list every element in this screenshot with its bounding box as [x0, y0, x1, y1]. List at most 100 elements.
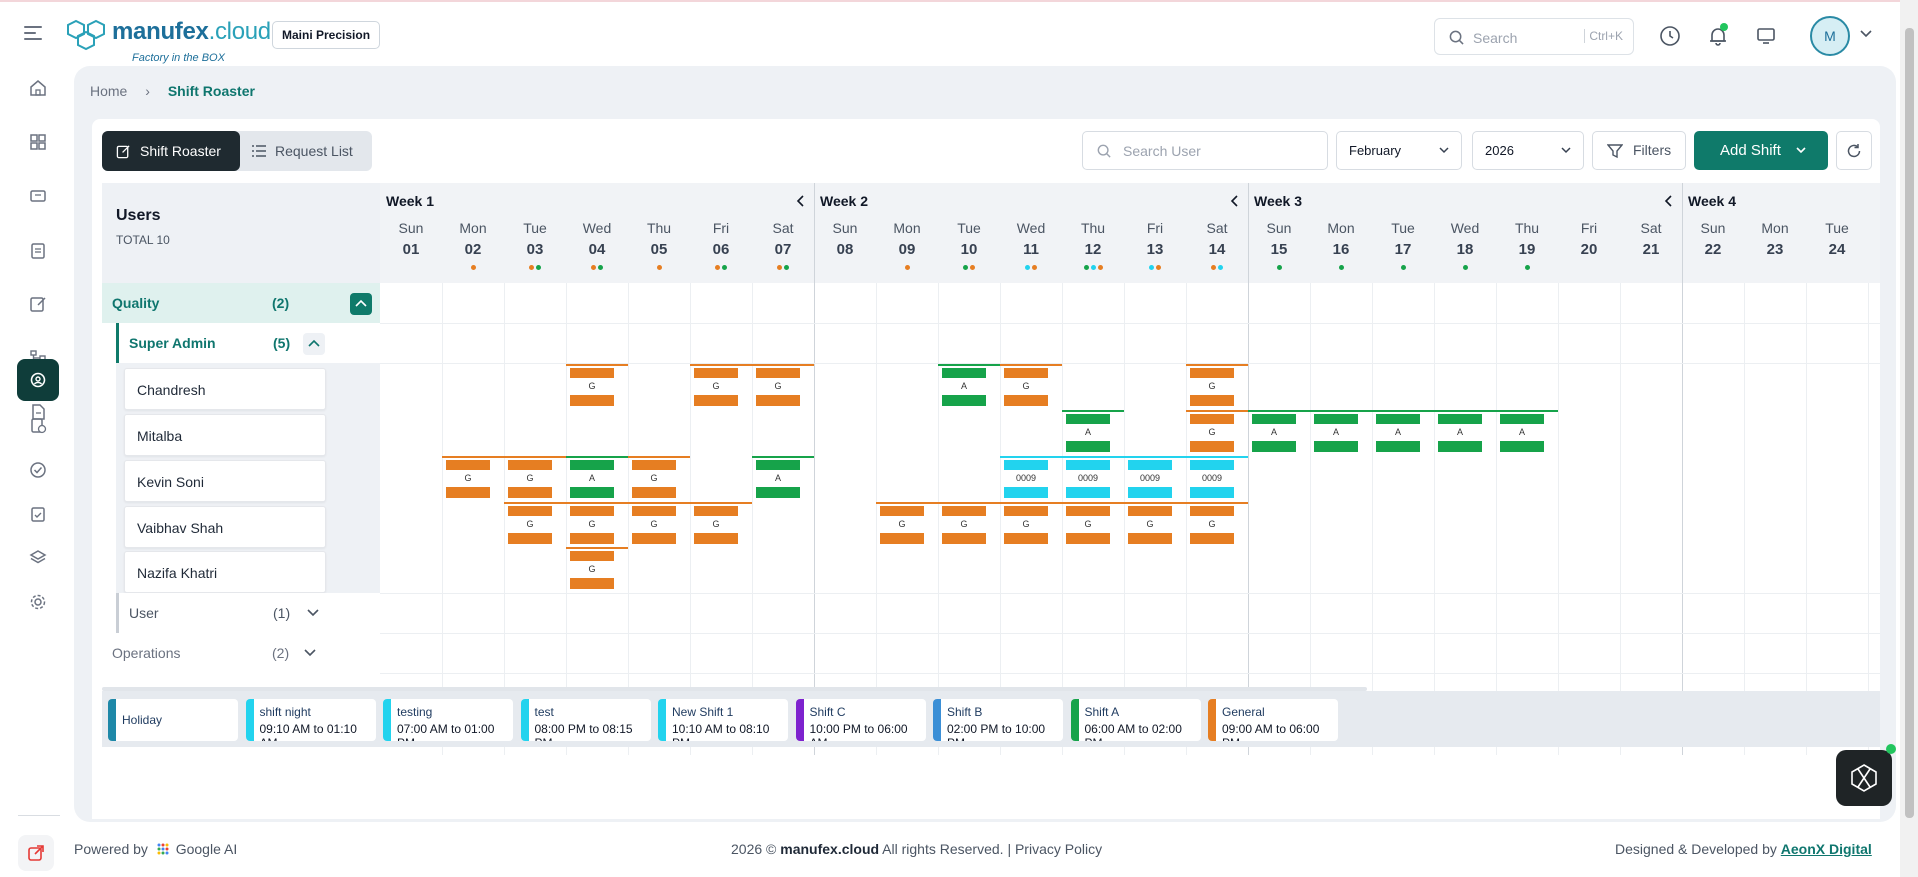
shift-block[interactable]: G: [508, 460, 552, 498]
day-number[interactable]: 07: [774, 241, 792, 258]
history-clock-icon[interactable]: [1659, 25, 1681, 47]
sidebar-clipboard-icon[interactable]: [17, 229, 59, 271]
day-number[interactable]: 19: [1518, 241, 1536, 258]
assistant-chat-button[interactable]: [1836, 744, 1896, 806]
chevron-down-icon[interactable]: [304, 649, 316, 657]
legend-item[interactable]: Holiday: [108, 699, 238, 741]
day-number[interactable]: 04: [588, 241, 606, 258]
user-row-nazifa-khatri[interactable]: Nazifa Khatri: [124, 551, 326, 593]
shift-block[interactable]: G: [508, 506, 552, 544]
day-number[interactable]: 24: [1828, 241, 1846, 258]
shift-block[interactable]: G: [632, 460, 676, 498]
shift-block[interactable]: 0009: [1004, 460, 1048, 498]
organization-badge[interactable]: Maini Precision: [272, 21, 381, 49]
hamburger-menu-icon[interactable]: [24, 26, 42, 40]
day-number[interactable]: 21: [1642, 241, 1660, 258]
day-number[interactable]: 15: [1270, 241, 1288, 258]
shift-block[interactable]: G: [1190, 506, 1234, 544]
day-number[interactable]: 20: [1580, 241, 1598, 258]
collapse-super-admin-button[interactable]: [303, 333, 325, 355]
collapse-quality-button[interactable]: [350, 293, 372, 315]
shift-block[interactable]: 0009: [1066, 460, 1110, 498]
day-number[interactable]: 12: [1084, 241, 1102, 258]
sidebar-check-circle-icon[interactable]: [17, 449, 59, 491]
horizontal-scrollbar[interactable]: [102, 687, 1367, 691]
sidebar-settings-gear-icon[interactable]: [17, 581, 59, 623]
page-scrollbar-thumb[interactable]: [1905, 28, 1914, 818]
day-number[interactable]: 17: [1394, 241, 1412, 258]
legend-item[interactable]: shift night 09:10 AM to 01:10 AM: [245, 699, 376, 741]
day-number[interactable]: 09: [898, 241, 916, 258]
week-prev-chevron-icon[interactable]: [796, 195, 804, 207]
day-number[interactable]: 06: [712, 241, 730, 258]
day-number[interactable]: 23: [1766, 241, 1784, 258]
shift-block[interactable]: G: [570, 368, 614, 406]
day-number[interactable]: 01: [402, 241, 420, 258]
shift-block[interactable]: A: [1252, 414, 1296, 452]
legend-item[interactable]: test 08:00 PM to 08:15 PM: [520, 699, 651, 741]
legend-item[interactable]: Shift C 10:00 PM to 06:00 AM: [795, 699, 926, 741]
shift-block[interactable]: A: [942, 368, 986, 406]
group-row-operations[interactable]: Operations (2): [102, 633, 380, 673]
shift-block[interactable]: 0009: [1128, 460, 1172, 498]
day-number[interactable]: 02: [464, 241, 482, 258]
year-select[interactable]: 2026: [1472, 131, 1584, 170]
user-row-vaibhav-shah[interactable]: Vaibhav Shah: [124, 506, 326, 548]
page-scrollbar[interactable]: [1900, 0, 1918, 877]
sidebar-edit-icon[interactable]: [17, 283, 59, 325]
shift-block[interactable]: A: [1438, 414, 1482, 452]
user-avatar[interactable]: M: [1810, 16, 1850, 56]
shift-block[interactable]: A: [1500, 414, 1544, 452]
refresh-button[interactable]: [1836, 131, 1872, 170]
shift-block[interactable]: G: [1190, 414, 1234, 452]
shift-block[interactable]: G: [1066, 506, 1110, 544]
shift-block[interactable]: A: [1376, 414, 1420, 452]
external-link-icon[interactable]: [18, 835, 54, 871]
add-shift-button[interactable]: Add Shift: [1694, 131, 1828, 170]
legend-item[interactable]: Shift B 02:00 PM to 10:00 PM: [933, 699, 1063, 741]
filters-button[interactable]: Filters: [1592, 131, 1686, 170]
role-row-super-admin[interactable]: Super Admin (5): [116, 323, 380, 363]
sidebar-layers-icon[interactable]: [17, 537, 59, 579]
shift-block[interactable]: G: [1004, 506, 1048, 544]
shift-block[interactable]: 0009: [1190, 460, 1234, 498]
day-number[interactable]: 03: [526, 241, 544, 258]
shift-block[interactable]: G: [446, 460, 490, 498]
tab-request-list[interactable]: Request List: [252, 131, 372, 171]
group-row-quality[interactable]: Quality (2): [102, 283, 380, 323]
legend-item[interactable]: Shift A 06:00 AM to 02:00 PM: [1070, 699, 1201, 741]
day-number[interactable]: 10: [960, 241, 978, 258]
week-prev-chevron-icon[interactable]: [1230, 195, 1238, 207]
day-number[interactable]: 05: [650, 241, 668, 258]
brand-logo[interactable]: manufex.cloud Factory in the BOX: [66, 16, 271, 64]
shift-block[interactable]: G: [756, 368, 800, 406]
sidebar-ticket-icon[interactable]: [17, 175, 59, 217]
user-row-mitalba[interactable]: Mitalba: [124, 414, 326, 456]
user-row-kevin-soni[interactable]: Kevin Soni: [124, 460, 326, 502]
shift-block[interactable]: G: [694, 368, 738, 406]
month-select[interactable]: February: [1336, 131, 1462, 170]
day-number[interactable]: 11: [1023, 241, 1039, 258]
sidebar-task-icon[interactable]: [17, 493, 59, 535]
day-number[interactable]: 22: [1704, 241, 1722, 258]
shift-block[interactable]: G: [942, 506, 986, 544]
sidebar-document-icon[interactable]: [17, 391, 59, 433]
legend-item[interactable]: General 09:00 AM to 06:00 PM: [1208, 699, 1338, 741]
shift-block[interactable]: A: [1314, 414, 1358, 452]
legend-item[interactable]: New Shift 1 10:10 AM to 08:10 PM: [658, 699, 788, 741]
designed-by-link[interactable]: AeonX Digital: [1780, 841, 1872, 857]
sidebar-home-icon[interactable]: [17, 67, 59, 109]
day-number[interactable]: 14: [1208, 241, 1226, 258]
day-number[interactable]: 13: [1146, 241, 1164, 258]
global-search-input[interactable]: Search Ctrl+K: [1434, 18, 1634, 55]
user-search-input[interactable]: Search User: [1082, 131, 1328, 170]
shift-block[interactable]: G: [694, 506, 738, 544]
shift-block[interactable]: G: [1004, 368, 1048, 406]
privacy-policy-link[interactable]: Privacy Policy: [1014, 841, 1103, 857]
shift-block[interactable]: A: [570, 460, 614, 498]
legend-item[interactable]: testing 07:00 AM to 01:00 PM: [383, 699, 513, 741]
notification-bell-icon[interactable]: [1707, 23, 1729, 47]
shift-block[interactable]: G: [1190, 368, 1234, 406]
role-row-user[interactable]: User (1): [116, 593, 380, 633]
day-number[interactable]: 16: [1332, 241, 1350, 258]
